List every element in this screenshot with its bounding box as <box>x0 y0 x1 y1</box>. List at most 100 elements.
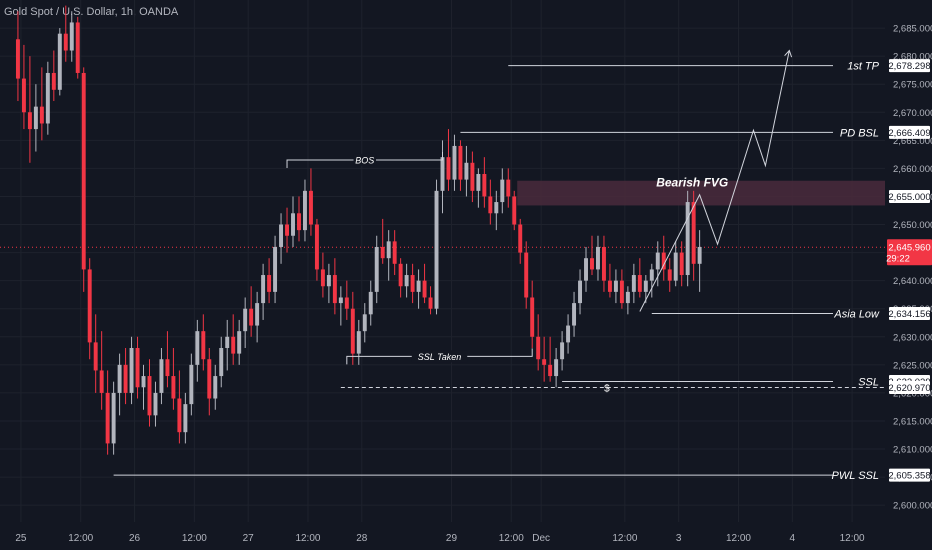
x-tick-label: 12:00 <box>840 533 865 544</box>
price-box <box>889 189 930 203</box>
x-tick-label: 28 <box>356 533 368 544</box>
candle-body <box>332 275 337 304</box>
candle-body <box>536 336 541 360</box>
candle-body <box>380 246 385 259</box>
x-tick-label: 25 <box>15 533 27 544</box>
candle-body <box>590 258 594 270</box>
y-tick-label: 2,630.000 <box>893 332 932 343</box>
x-tick-label: 12:00 <box>499 533 524 544</box>
y-tick-label: 2,650.000 <box>893 220 932 231</box>
price-box <box>889 380 930 394</box>
annotation-label: SSL Taken <box>418 352 462 362</box>
bearish-fvg-zone <box>517 180 885 206</box>
projection-path <box>639 50 790 312</box>
x-tick-label: 12:00 <box>612 533 637 544</box>
candle-body <box>261 275 266 304</box>
price-box <box>889 59 930 73</box>
candle-body <box>404 275 409 287</box>
y-tick-label: 2,640.000 <box>893 276 932 287</box>
level-label-1st-tp: 1st TP <box>847 61 879 73</box>
candle-body <box>69 22 74 51</box>
candle-body <box>183 404 188 433</box>
candle-body <box>584 258 588 281</box>
candle-body <box>308 190 313 225</box>
candle-body <box>159 359 164 393</box>
price-box <box>889 125 930 139</box>
candle-body <box>51 72 56 90</box>
candle-body <box>338 297 343 304</box>
y-tick-label: 2,600.000 <box>893 501 932 512</box>
candle-body <box>679 252 684 276</box>
candle-body <box>153 392 158 416</box>
candle-body <box>111 392 116 444</box>
level-label-ssl: SSL <box>858 377 879 389</box>
x-tick-label: 12:00 <box>295 533 320 544</box>
candle-body <box>177 398 182 433</box>
candle-body <box>231 336 236 354</box>
candle-body <box>314 224 319 270</box>
y-tick-label: 2,610.000 <box>893 445 932 456</box>
candle-body <box>512 196 517 225</box>
candle-body <box>237 331 242 354</box>
candle-body <box>356 331 361 354</box>
candle-body <box>667 269 672 281</box>
annotation-label: BOS <box>355 155 374 165</box>
candle-body <box>362 314 367 332</box>
price-box-label: 2,605.358 <box>888 471 930 482</box>
candle-body <box>476 174 481 191</box>
candle-body <box>117 364 122 393</box>
candle-body <box>297 213 301 231</box>
candle-body <box>189 364 194 405</box>
candle-body <box>595 246 600 270</box>
candle-body <box>446 157 451 180</box>
x-tick-label: 26 <box>129 533 141 544</box>
y-tick-label: 2,680.000 <box>893 52 932 63</box>
candle-body <box>93 342 98 371</box>
x-tick-label: 29 <box>446 533 458 544</box>
candle-body <box>392 241 397 264</box>
price-box-label: 2,620.970 <box>888 383 930 394</box>
candle-body <box>542 359 547 365</box>
candle-body <box>27 112 32 130</box>
current-price-label: 2,645.960 <box>888 243 930 254</box>
candle-body <box>75 22 80 73</box>
candle-body <box>416 280 421 292</box>
candle-body <box>494 202 499 214</box>
candle-body <box>440 157 445 191</box>
candle-body <box>482 174 487 197</box>
x-tick-label: 12:00 <box>182 533 207 544</box>
candle-body <box>685 202 690 276</box>
candle-body <box>207 359 212 399</box>
price-box <box>889 306 930 320</box>
x-tick-label: Dec <box>532 533 550 544</box>
y-tick-label: 2,660.000 <box>893 164 932 175</box>
y-tick-label: 2,615.000 <box>893 416 932 427</box>
candle-body <box>141 376 146 388</box>
candle-body <box>613 280 618 292</box>
annotation-label-bg <box>411 350 468 363</box>
bearish-fvg-label: Bearish FVG <box>656 176 728 190</box>
candle-body <box>464 162 469 180</box>
candle-body <box>267 275 272 292</box>
projection-arrowhead <box>784 49 793 58</box>
current-price-box <box>887 239 932 266</box>
candle-body <box>255 303 260 326</box>
candle-body <box>488 196 493 214</box>
candle-body <box>601 246 606 281</box>
candle-body <box>225 336 230 348</box>
candle-body <box>147 376 152 416</box>
candle-body <box>398 263 403 287</box>
candle-body <box>320 269 325 287</box>
y-tick-label: 2,685.000 <box>893 24 932 35</box>
candle-body <box>273 246 278 292</box>
y-tick-label: 2,675.000 <box>893 80 932 91</box>
candle-body <box>57 33 62 90</box>
candle-body <box>554 359 559 377</box>
candle-body <box>344 297 349 309</box>
candle-body <box>195 331 200 365</box>
price-axis <box>885 0 932 550</box>
x-tick-label: 12:00 <box>68 533 93 544</box>
candle-body <box>99 370 104 393</box>
candle-body <box>81 72 86 270</box>
